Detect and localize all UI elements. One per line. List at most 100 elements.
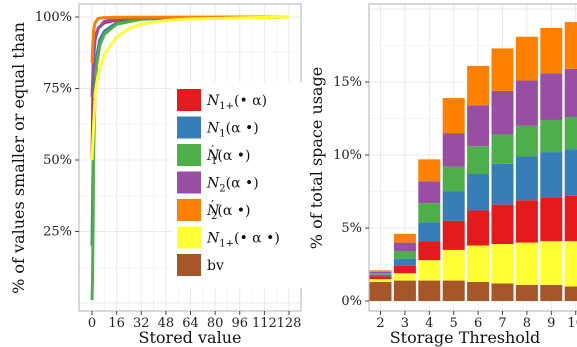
bar-segment bbox=[369, 276, 392, 280]
bar-segment bbox=[467, 146, 490, 174]
legend-label: N1+(• α) bbox=[206, 93, 267, 112]
bar-x-ticks: 2 3 4 5 6 7 8 9 10 bbox=[376, 311, 577, 331]
bar-segment bbox=[418, 159, 441, 182]
cdf-x-ticks: 0 16 32 48 64 80 96 112 128 bbox=[88, 311, 302, 331]
cdf-x-tick-label: 128 bbox=[277, 316, 302, 331]
bar-y-tick-label: 0% bbox=[341, 294, 362, 309]
bar-segment bbox=[491, 48, 514, 91]
cdf-panel: 25% 50% 75% 100% 0 16 32 48 64 80 96 112 128 Stored… bbox=[9, 3, 303, 347]
bar-segment bbox=[564, 286, 577, 301]
cdf-y-tick-label: 75% bbox=[43, 82, 72, 97]
bar-x-tick-label: 5 bbox=[450, 316, 458, 331]
bar-segment bbox=[393, 273, 416, 281]
bar-segment bbox=[540, 119, 563, 153]
bar-segment bbox=[369, 279, 392, 283]
bar-segment bbox=[418, 203, 441, 223]
bar-segment bbox=[369, 274, 392, 277]
bar-segment bbox=[393, 280, 416, 301]
cdf-y-axis-label: % of values smaller or equal than bbox=[9, 22, 28, 294]
bar-y-tick-label: 15% bbox=[333, 75, 362, 90]
cdf-x-tick-label: 32 bbox=[133, 316, 150, 331]
legend-swatch bbox=[177, 254, 201, 276]
legend-swatch bbox=[177, 89, 201, 111]
bar-segment bbox=[515, 200, 538, 243]
legend-label: N1(α •) bbox=[206, 121, 259, 140]
bar-segment bbox=[491, 204, 514, 245]
bar-y-tick-label: 5% bbox=[341, 221, 362, 236]
bar-segment bbox=[540, 27, 563, 74]
bar-segment bbox=[442, 191, 465, 221]
bar-segment bbox=[369, 271, 392, 274]
bar-segment bbox=[515, 125, 538, 157]
bar-x-tick-label: 10 bbox=[567, 316, 577, 331]
bar-segment bbox=[369, 270, 392, 272]
bar-x-tick-label: 2 bbox=[376, 316, 384, 331]
cdf-series-line-4 bbox=[90, 15, 290, 63]
bar-segment bbox=[491, 163, 514, 205]
cdf-lines bbox=[90, 15, 290, 301]
cdf-y-ticks: 25% 50% 75% 100% bbox=[35, 10, 79, 240]
bar-segment bbox=[393, 258, 416, 266]
bar-segment bbox=[442, 166, 465, 192]
cdf-x-tick-label: 80 bbox=[207, 316, 224, 331]
space-usage-panel: 0%5%10%15% 2345678910 Storage Threshold … bbox=[307, 3, 577, 347]
bar-segment bbox=[540, 284, 563, 301]
bar-y-axis-label: % of total space usage bbox=[307, 67, 326, 249]
bar-segment bbox=[540, 152, 563, 198]
bar-segment bbox=[393, 233, 416, 243]
stacked-bars bbox=[369, 22, 577, 301]
bar-segment bbox=[564, 22, 577, 69]
legend-label: bv bbox=[207, 258, 224, 274]
bar-segment bbox=[540, 241, 563, 285]
bar-segment bbox=[369, 273, 392, 275]
bar-segment bbox=[393, 251, 416, 259]
bar-segment bbox=[467, 282, 490, 301]
bar-segment bbox=[442, 280, 465, 301]
bar-segment bbox=[564, 117, 577, 150]
cdf-series-line-5 bbox=[90, 15, 290, 161]
bar-segment bbox=[564, 68, 577, 118]
bar-segment bbox=[393, 265, 416, 274]
cdf-x-axis-label: Stored value bbox=[139, 328, 242, 347]
bar-segment bbox=[564, 149, 577, 196]
bar-segment bbox=[418, 260, 441, 281]
cdf-x-tick-label: 16 bbox=[108, 316, 125, 331]
bar-segment bbox=[418, 181, 441, 204]
cdf-x-tick-label: 0 bbox=[88, 316, 96, 331]
cdf-x-tick-label: 96 bbox=[231, 316, 248, 331]
bar-x-tick-label: 6 bbox=[474, 316, 482, 331]
legend-label: N1+(• α •) bbox=[206, 231, 280, 250]
legend-swatch bbox=[177, 171, 201, 194]
bar-segment bbox=[418, 222, 441, 242]
bar-segment bbox=[467, 210, 490, 246]
bar-segment bbox=[418, 280, 441, 301]
bar-segment bbox=[491, 134, 514, 164]
cdf-x-tick-label: 64 bbox=[182, 316, 199, 331]
bar-segment bbox=[442, 220, 465, 250]
bar-segment bbox=[467, 105, 490, 147]
bar-segment bbox=[491, 244, 514, 284]
cdf-y-tick-label: 50% bbox=[43, 153, 72, 168]
bar-segment bbox=[467, 173, 490, 211]
legend-swatch bbox=[177, 226, 201, 249]
bar-x-tick-label: 7 bbox=[498, 316, 506, 331]
bar-plot-border bbox=[368, 3, 577, 312]
bar-x-tick-label: 9 bbox=[547, 316, 555, 331]
bar-segment bbox=[515, 80, 538, 126]
bar-segment bbox=[467, 245, 490, 283]
bar-segment bbox=[515, 156, 538, 201]
cdf-x-tick-label: 112 bbox=[252, 316, 277, 331]
bar-segment bbox=[540, 197, 563, 242]
bar-segment bbox=[515, 284, 538, 301]
bar-x-tick-label: 4 bbox=[425, 316, 433, 331]
bar-y-ticks: 0% 5% 10% 15% bbox=[333, 75, 369, 309]
cdf-x-tick-label: 48 bbox=[158, 316, 175, 331]
bar-y-tick-label: 10% bbox=[333, 148, 362, 163]
bar-segment bbox=[491, 90, 514, 135]
cdf-y-tick-label: 100% bbox=[35, 10, 72, 25]
bar-segment bbox=[369, 282, 392, 301]
bar-segment bbox=[515, 242, 538, 285]
bar-segment bbox=[515, 36, 538, 81]
legend-swatch bbox=[177, 116, 201, 139]
